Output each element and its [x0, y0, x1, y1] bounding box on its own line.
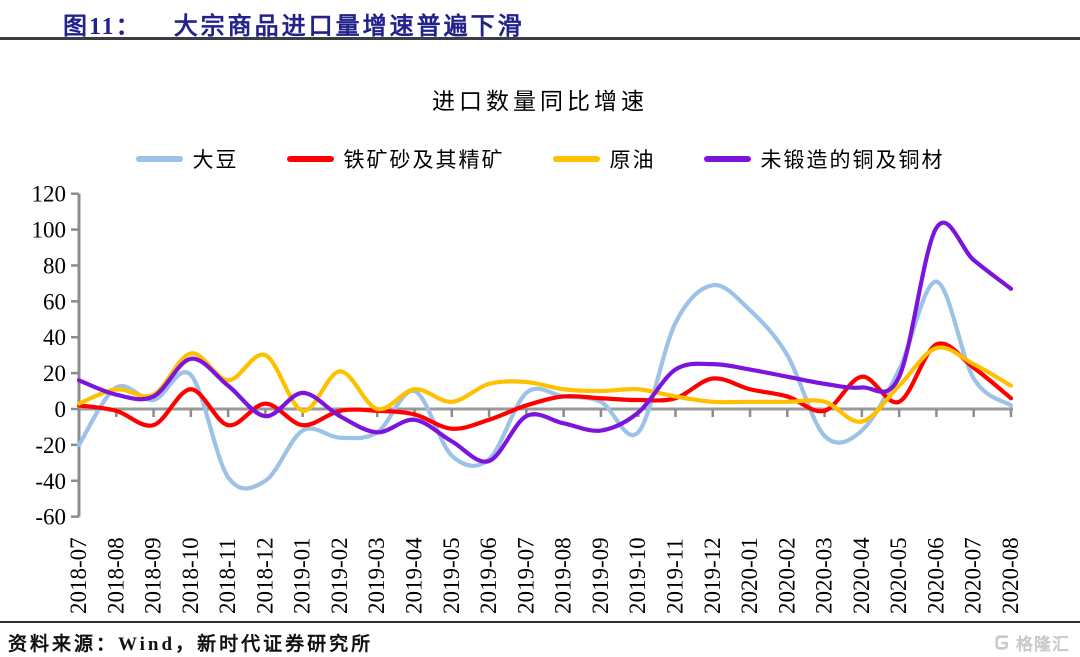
y-axis-label: 120 — [32, 182, 67, 207]
x-axis-label: 2020-02 — [774, 537, 799, 614]
x-axis-label: 2018-09 — [141, 537, 166, 614]
y-axis-label: 60 — [43, 289, 66, 314]
footer-divider — [0, 621, 1080, 623]
series-line-3 — [76, 220, 1014, 464]
x-axis-label: 2020-07 — [961, 537, 986, 614]
x-axis-label: 2019-03 — [364, 537, 389, 614]
brand-text: 格隆汇 — [1016, 635, 1070, 654]
x-axis-label: 2018-11 — [215, 538, 240, 614]
y-axis-label: 80 — [43, 253, 66, 278]
y-axis-label: 40 — [43, 325, 66, 350]
chart-legend: 大豆 铁矿砂及其精矿 原油 未锻造的铜及铜材 — [0, 144, 1080, 174]
chart-title: 进口数量同比增速 — [432, 89, 648, 114]
y-axis-label: -40 — [35, 469, 66, 494]
x-axis-label: 2020-01 — [737, 537, 762, 614]
x-axis-label: 2020-04 — [849, 537, 874, 614]
x-axis-label: 2018-07 — [66, 537, 91, 614]
x-axis-label: 2020-05 — [886, 537, 911, 614]
x-axis-label: 2019-10 — [625, 537, 650, 614]
y-axis-label: -60 — [35, 505, 66, 530]
x-axis-label: 2019-11 — [662, 538, 687, 614]
y-axis-label: 20 — [43, 361, 66, 386]
y-axis-label: 0 — [55, 397, 67, 422]
x-axis-label: 2019-12 — [700, 537, 725, 614]
x-axis-label: 2019-02 — [327, 537, 352, 614]
x-axis-label: 2019-07 — [513, 537, 538, 614]
x-axis-label: 2019-01 — [290, 537, 315, 614]
brand-logo: 格隆汇 — [993, 630, 1070, 655]
legend-label: 铁矿砂及其精矿 — [343, 148, 505, 172]
y-axis-label: -20 — [35, 433, 66, 458]
figure-header: 图11： 大宗商品进口量增速普遍下滑 — [63, 6, 525, 41]
figure-number: 图11： — [63, 14, 142, 40]
legend-swatch — [135, 156, 183, 162]
x-axis-label: 2018-12 — [252, 537, 277, 614]
legend-item-1: 铁矿砂及其精矿 — [286, 144, 505, 174]
legend-item-3: 未锻造的铜及铜材 — [703, 144, 945, 174]
brand-g-icon — [995, 635, 1008, 650]
legend-item-0: 大豆 — [135, 144, 239, 174]
x-axis-label: 2019-06 — [476, 537, 501, 614]
source-note: 资料来源：Wind，新时代证券研究所 — [8, 634, 374, 655]
figure-title: 大宗商品进口量增速普遍下滑 — [173, 14, 525, 40]
x-axis-label: 2019-05 — [439, 537, 464, 614]
y-axis-label: 100 — [32, 218, 67, 243]
x-axis-label: 2018-10 — [178, 537, 203, 614]
legend-swatch — [552, 156, 600, 162]
x-axis-label: 2020-06 — [923, 537, 948, 614]
header-divider — [0, 37, 1080, 40]
x-axis-label: 2019-04 — [402, 537, 427, 614]
legend-label: 原油 — [609, 148, 656, 172]
series-line-1 — [76, 341, 1014, 431]
x-axis-label: 2020-03 — [812, 537, 837, 614]
legend-label: 大豆 — [192, 148, 239, 172]
legend-item-2: 原油 — [552, 144, 656, 174]
series-line-0 — [76, 279, 1014, 491]
legend-swatch — [286, 156, 334, 162]
series-line-2 — [76, 345, 1014, 424]
x-axis-label: 2020-08 — [998, 537, 1023, 614]
x-axis-label: 2019-09 — [588, 537, 613, 614]
legend-swatch — [703, 156, 751, 162]
x-axis-label: 2019-08 — [551, 537, 576, 614]
x-axis-label: 2018-08 — [103, 537, 128, 614]
legend-label: 未锻造的铜及铜材 — [760, 148, 945, 172]
